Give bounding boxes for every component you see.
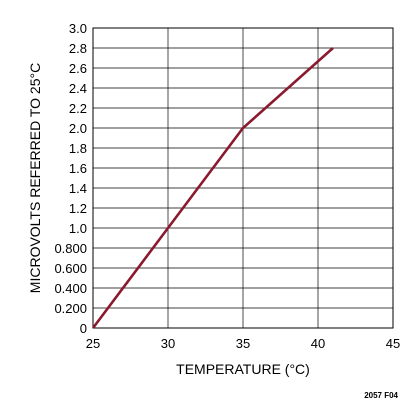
y-tick-label: 0.600 [54, 261, 87, 276]
plot-frame [92, 27, 394, 329]
x-tick-label: 25 [86, 336, 100, 351]
y-tick-label: 1.2 [69, 201, 87, 216]
x-tick-label: 30 [161, 336, 175, 351]
y-tick-label: 1.8 [69, 141, 87, 156]
y-tick-label: 0.400 [54, 281, 87, 296]
figure-id: 2057 F04 [364, 391, 398, 400]
y-tick-label: 0.200 [54, 301, 87, 316]
x-axis-label: TEMPERATURE (°C) [176, 361, 310, 377]
y-tick-label: 3.0 [69, 21, 87, 36]
x-tick-label: 40 [311, 336, 325, 351]
y-tick-label: 0 [80, 321, 87, 336]
y-tick-label: 1.4 [69, 181, 87, 196]
y-tick-label: 1.0 [69, 221, 87, 236]
x-tick-label: 45 [386, 336, 400, 351]
y-tick-labels: 0 0.200 0.400 0.600 0.800 1.0 1.2 1.4 1.6 1.8 2.0 2… [54, 21, 87, 336]
y-axis-label: MICROVOLTS REFERRED TO 25°C [27, 63, 43, 293]
y-tick-label: 2.4 [69, 81, 87, 96]
y-tick-label: 2.2 [69, 101, 87, 116]
y-tick-label: 0.800 [54, 241, 87, 256]
y-tick-label: 1.6 [69, 161, 87, 176]
series-lines [91, 47, 334, 329]
y-tick-label: 2.8 [69, 41, 87, 56]
x-tick-labels: 25 30 35 40 45 [86, 336, 400, 351]
grid-lines [92, 27, 394, 329]
x-tick-label: 35 [236, 336, 250, 351]
series-line [91, 47, 334, 329]
y-tick-label: 2.0 [69, 121, 87, 136]
y-tick-label: 2.6 [69, 61, 87, 76]
